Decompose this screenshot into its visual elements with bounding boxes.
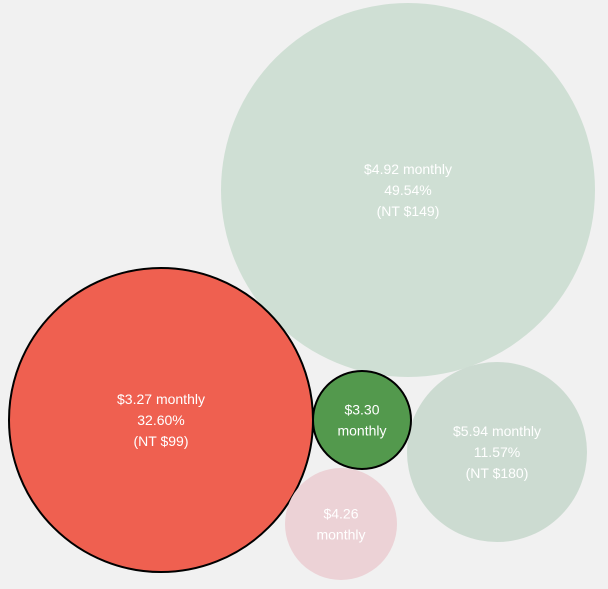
bubble-0-label-line-0: $4.92 monthly bbox=[364, 161, 452, 177]
bubble-3[interactable] bbox=[312, 370, 412, 470]
bubble-3-label-line-0: $3.30 bbox=[344, 402, 379, 418]
bubble-1-label-line-2: (NT $99) bbox=[134, 433, 189, 449]
bubble-0-label-line-1: 49.54% bbox=[384, 182, 431, 198]
bubble-4-label-line-1: monthly bbox=[316, 527, 365, 543]
bubble-4[interactable] bbox=[285, 468, 397, 580]
bubble-2[interactable] bbox=[407, 362, 587, 542]
bubble-4-label-line-0: $4.26 bbox=[323, 506, 358, 522]
bubble-2-label-line-1: 11.57% bbox=[474, 444, 520, 460]
bubble-1-label-line-1: 32.60% bbox=[137, 412, 184, 428]
bubble-3-label-line-1: monthly bbox=[337, 423, 386, 439]
bubble-1-label-line-0: $3.27 monthly bbox=[117, 391, 205, 407]
bubble-0-label-line-2: (NT $149) bbox=[377, 203, 440, 219]
bubble-0[interactable] bbox=[221, 3, 595, 377]
bubble-2-label-line-0: $5.94 monthly bbox=[453, 423, 541, 439]
bubble-2-label-line-2: (NT $180) bbox=[466, 465, 529, 481]
